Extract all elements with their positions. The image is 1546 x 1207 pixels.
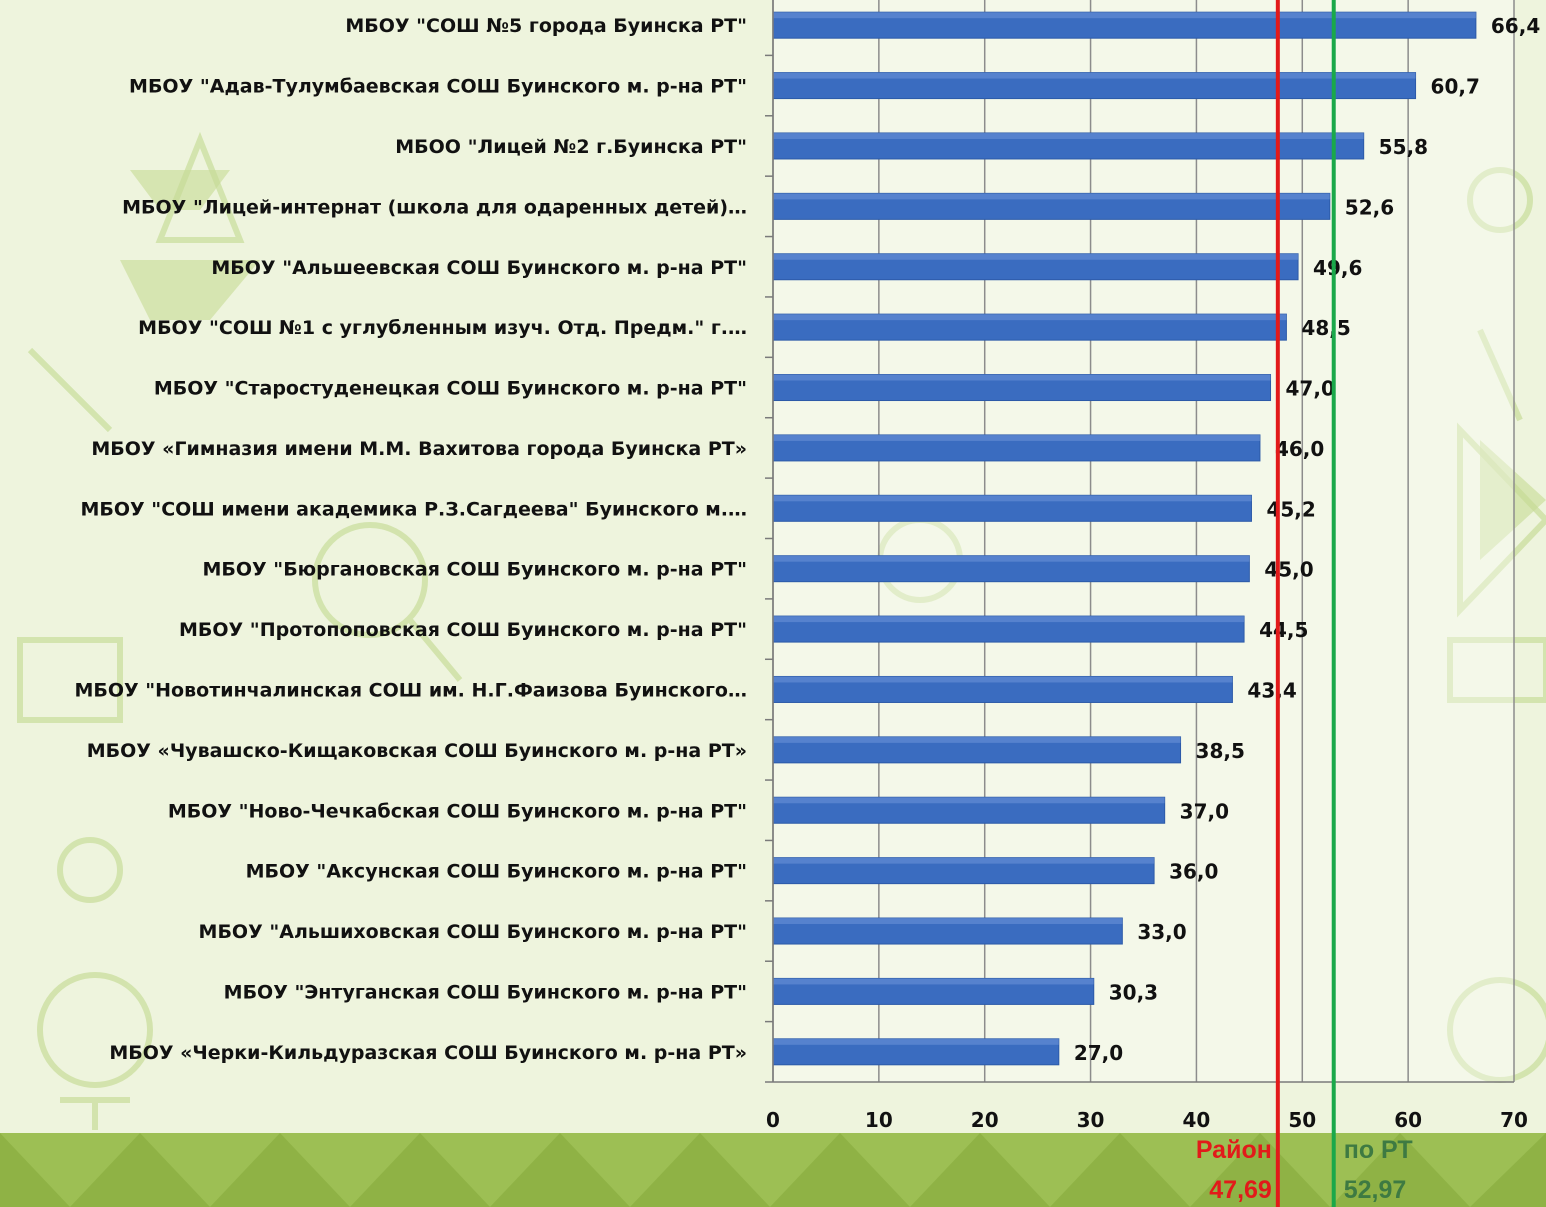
magnifier-icon bbox=[312, 522, 428, 638]
bars bbox=[772, 11, 1477, 1066]
value-label: 47,0 bbox=[1286, 377, 1335, 401]
bar-highlight bbox=[773, 253, 1299, 260]
axes bbox=[765, 0, 1514, 1083]
bar-highlight bbox=[773, 72, 1416, 79]
value-label: 66,4 bbox=[1491, 14, 1540, 38]
bar-highlight bbox=[773, 616, 1245, 623]
category-label: МБОУ "СОШ имени академика Р.З.Сагдеева" … bbox=[80, 498, 747, 520]
bar-highlight bbox=[773, 434, 1260, 441]
category-label: МБОУ "Альшиховская СОШ Буинского м. р-на… bbox=[199, 921, 747, 943]
value-label: 44,5 bbox=[1259, 618, 1308, 642]
bar-highlight bbox=[773, 736, 1181, 743]
value-label: 46,0 bbox=[1275, 437, 1324, 461]
category-label: МБОУ «Гимназия имени М.М. Вахитова город… bbox=[91, 438, 747, 460]
category-label: МБОУ "Аксунская СОШ Буинского м. р-на РТ… bbox=[246, 861, 747, 883]
category-label: МБОУ "Новотинчалинская СОШ им. Н.Г.Фаизо… bbox=[74, 679, 747, 701]
bar-highlight bbox=[773, 132, 1364, 139]
gridlines bbox=[772, 0, 1515, 1082]
category-label: МБОУ "СОШ №5 города Буинска РТ" bbox=[345, 15, 747, 37]
bar-highlight bbox=[773, 495, 1252, 502]
x-tick-label: 70 bbox=[1500, 1108, 1528, 1132]
footer-band bbox=[0, 1133, 1546, 1207]
bar-highlight bbox=[773, 857, 1155, 864]
x-tick-label: 50 bbox=[1288, 1108, 1316, 1132]
reference-line-value: 52,97 bbox=[1344, 1176, 1407, 1204]
x-tick-label: 0 bbox=[766, 1108, 780, 1132]
flask-icon bbox=[120, 260, 260, 320]
category-label: МБОУ "Бюргановская СОШ Буинского м. р-на… bbox=[203, 559, 748, 581]
lightbulb-icon bbox=[57, 837, 123, 903]
value-label: 48,5 bbox=[1301, 316, 1350, 340]
value-label: 36,0 bbox=[1169, 860, 1218, 884]
plot-area bbox=[773, 0, 1514, 1082]
category-label: МБОУ "Протопоповская СОШ Буинского м. р-… bbox=[179, 619, 747, 641]
x-tick-label: 40 bbox=[1183, 1108, 1211, 1132]
category-label: МБОУ "Ново-Чечкабская СОШ Буинского м. р… bbox=[168, 800, 747, 822]
bar-highlight bbox=[773, 797, 1165, 804]
value-label: 45,0 bbox=[1264, 558, 1313, 582]
x-tick-label: 20 bbox=[971, 1108, 999, 1132]
value-label: 27,0 bbox=[1074, 1041, 1123, 1065]
value-label: 49,6 bbox=[1313, 256, 1362, 280]
x-tick-label: 30 bbox=[1077, 1108, 1105, 1132]
x-tick-label: 60 bbox=[1394, 1108, 1422, 1132]
category-label: МБОО "Лицей №2 г.Буинска РТ" bbox=[395, 136, 747, 158]
reference-line-name: Район bbox=[1196, 1136, 1272, 1164]
bar-highlight bbox=[773, 12, 1476, 19]
bar-highlight bbox=[773, 676, 1233, 683]
value-label: 45,2 bbox=[1266, 497, 1315, 521]
category-label: МБОУ "Старостуденецкая СОШ Буинского м. … bbox=[154, 378, 747, 400]
category-label: МБОУ "Энтуганская СОШ Буинского м. р-на … bbox=[224, 981, 747, 1003]
bar-highlight bbox=[773, 193, 1330, 200]
reference-lines: Район 47,69 по РТ 52,97 bbox=[1196, 0, 1413, 1207]
value-label: 37,0 bbox=[1180, 799, 1229, 823]
category-label: МБОУ "СОШ №1 с углубленным изуч. Отд. Пр… bbox=[138, 317, 747, 339]
value-label: 38,5 bbox=[1196, 739, 1245, 763]
value-label: 52,6 bbox=[1345, 195, 1394, 219]
x-tick-labels: 0 10 20 30 40 50 60 70 bbox=[766, 1108, 1528, 1132]
value-label: 33,0 bbox=[1137, 920, 1186, 944]
reference-line-value: 47,69 bbox=[1209, 1176, 1272, 1204]
bar-highlight bbox=[773, 555, 1250, 562]
bar-highlight bbox=[773, 918, 1123, 925]
value-label: 30,3 bbox=[1109, 980, 1158, 1004]
category-label: МБОУ "Лицей-интернат (школа для одаренны… bbox=[122, 196, 747, 218]
category-label: МБОУ «Черки-Кильдуразская СОШ Буинского … bbox=[109, 1042, 747, 1064]
bar-highlight bbox=[773, 1038, 1059, 1045]
category-label: МБОУ «Чувашско-Кищаковская СОШ Буинского… bbox=[87, 740, 747, 762]
x-tick-label: 10 bbox=[865, 1108, 893, 1132]
category-labels: МБОУ "СОШ №5 города Буинска РТ" МБОУ "Ада… bbox=[74, 15, 747, 1064]
value-label: 43,4 bbox=[1247, 678, 1296, 702]
category-label: МБОУ "Адав-Тулумбаевская СОШ Буинского м… bbox=[129, 76, 747, 98]
clock-icon bbox=[37, 972, 153, 1088]
bar-highlight bbox=[773, 374, 1271, 381]
value-label: 60,7 bbox=[1431, 75, 1480, 99]
reference-line-name: по РТ bbox=[1344, 1136, 1413, 1164]
value-label: 55,8 bbox=[1379, 135, 1428, 159]
bar-highlight bbox=[773, 978, 1094, 985]
bar-highlight bbox=[773, 314, 1287, 321]
value-labels: 66,4 60,7 55,8 52,6 49,6 48,5 47,0 46,0 45,2 45,0… bbox=[1074, 14, 1540, 1065]
category-label: МБОУ "Альшеевская СОШ Буинского м. р-на … bbox=[211, 257, 747, 279]
